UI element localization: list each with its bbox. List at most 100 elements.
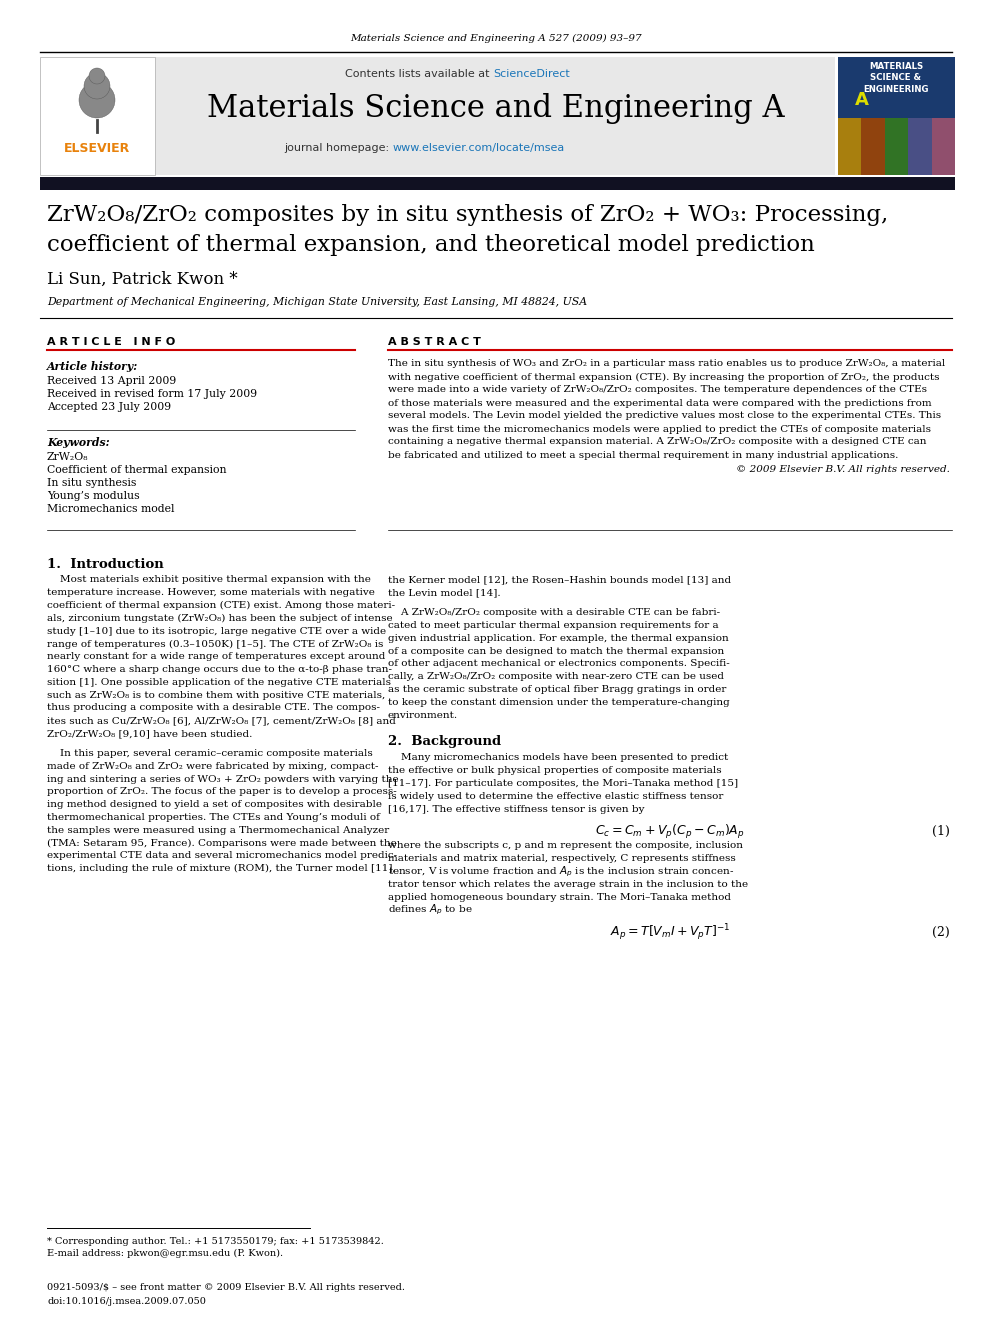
- FancyBboxPatch shape: [931, 118, 955, 175]
- Text: materials and matrix material, respectively, C represents stiffness: materials and matrix material, respectiv…: [388, 855, 736, 863]
- Text: ZrW₂O₈: ZrW₂O₈: [47, 452, 88, 462]
- Text: In situ synthesis: In situ synthesis: [47, 478, 136, 488]
- Text: Young’s modulus: Young’s modulus: [47, 491, 140, 501]
- Text: doi:10.1016/j.msea.2009.07.050: doi:10.1016/j.msea.2009.07.050: [47, 1298, 206, 1307]
- Text: A: A: [855, 91, 869, 108]
- Text: the samples were measured using a Thermomechanical Analyzer: the samples were measured using a Thermo…: [47, 826, 389, 835]
- FancyBboxPatch shape: [155, 57, 835, 175]
- Text: Coefficient of thermal expansion: Coefficient of thermal expansion: [47, 464, 226, 475]
- Text: ing and sintering a series of WO₃ + ZrO₂ powders with varying the: ing and sintering a series of WO₃ + ZrO₂…: [47, 774, 399, 783]
- Circle shape: [79, 82, 115, 118]
- Text: Li Sun, Patrick Kwon *: Li Sun, Patrick Kwon *: [47, 270, 238, 287]
- Text: Materials Science and Engineering A 527 (2009) 93–97: Materials Science and Engineering A 527 …: [350, 33, 642, 42]
- Text: ScienceDirect: ScienceDirect: [493, 69, 569, 79]
- Text: trator tensor which relates the average strain in the inclusion to the: trator tensor which relates the average …: [388, 880, 748, 889]
- Text: E-mail address: pkwon@egr.msu.edu (P. Kwon).: E-mail address: pkwon@egr.msu.edu (P. Kw…: [47, 1249, 283, 1258]
- Text: where the subscripts c, p and m represent the composite, inclusion: where the subscripts c, p and m represen…: [388, 841, 743, 851]
- Text: temperature increase. However, some materials with negative: temperature increase. However, some mate…: [47, 589, 375, 597]
- Text: thus producing a composite with a desirable CTE. The compos-: thus producing a composite with a desira…: [47, 704, 380, 713]
- Text: proportion of ZrO₂. The focus of the paper is to develop a process-: proportion of ZrO₂. The focus of the pap…: [47, 787, 397, 796]
- Text: als, zirconium tungstate (ZrW₂O₈) has been the subject of intense: als, zirconium tungstate (ZrW₂O₈) has be…: [47, 614, 393, 623]
- Text: made of ZrW₂O₈ and ZrO₂ were fabricated by mixing, compact-: made of ZrW₂O₈ and ZrO₂ were fabricated …: [47, 762, 379, 771]
- Text: Contents lists available at: Contents lists available at: [345, 69, 493, 79]
- FancyBboxPatch shape: [40, 177, 955, 191]
- FancyBboxPatch shape: [885, 118, 909, 175]
- Text: Keywords:: Keywords:: [47, 438, 110, 448]
- Text: range of temperatures (0.3–1050K) [1–5]. The CTE of ZrW₂O₈ is: range of temperatures (0.3–1050K) [1–5].…: [47, 639, 383, 648]
- Text: of other adjacent mechanical or electronics components. Specifi-: of other adjacent mechanical or electron…: [388, 659, 730, 668]
- Text: (2): (2): [932, 926, 950, 939]
- Text: was the first time the micromechanics models were applied to predict the CTEs of: was the first time the micromechanics mo…: [388, 425, 931, 434]
- Text: Article history:: Article history:: [47, 361, 138, 373]
- Text: $C_c = C_m + V_p(C_p - C_m)A_p$: $C_c = C_m + V_p(C_p - C_m)A_p$: [595, 823, 745, 841]
- Text: is widely used to determine the effective elastic stiffness tensor: is widely used to determine the effectiv…: [388, 791, 723, 800]
- FancyBboxPatch shape: [861, 118, 885, 175]
- Text: experimental CTE data and several micromechanics model predic-: experimental CTE data and several microm…: [47, 851, 397, 860]
- Text: as the ceramic substrate of optical fiber Bragg gratings in order: as the ceramic substrate of optical fibe…: [388, 685, 726, 693]
- Text: with negative coefficient of thermal expansion (CTE). By increasing the proporti: with negative coefficient of thermal exp…: [388, 373, 939, 381]
- Text: A R T I C L E   I N F O: A R T I C L E I N F O: [47, 337, 176, 347]
- Text: defines $A_p$ to be: defines $A_p$ to be: [388, 902, 472, 917]
- Text: be fabricated and utilized to meet a special thermal requirement in many industr: be fabricated and utilized to meet a spe…: [388, 451, 899, 459]
- Text: journal homepage:: journal homepage:: [285, 143, 393, 153]
- Text: containing a negative thermal expansion material. A ZrW₂O₈/ZrO₂ composite with a: containing a negative thermal expansion …: [388, 438, 927, 446]
- Text: tions, including the rule of mixture (ROM), the Turner model [11],: tions, including the rule of mixture (RO…: [47, 864, 396, 873]
- Text: of those materials were measured and the experimental data were compared with th: of those materials were measured and the…: [388, 398, 931, 407]
- Text: cally, a ZrW₂O₈/ZrO₂ composite with near-zero CTE can be used: cally, a ZrW₂O₈/ZrO₂ composite with near…: [388, 672, 724, 681]
- FancyBboxPatch shape: [838, 118, 861, 175]
- Text: (1): (1): [932, 826, 950, 839]
- Text: environment.: environment.: [388, 710, 458, 720]
- Text: ites such as Cu/ZrW₂O₈ [6], Al/ZrW₂O₈ [7], cement/ZrW₂O₈ [8] and: ites such as Cu/ZrW₂O₈ [6], Al/ZrW₂O₈ [7…: [47, 716, 396, 725]
- Text: 160°C where a sharp change occurs due to the α-to-β phase tran-: 160°C where a sharp change occurs due to…: [47, 665, 392, 675]
- Text: Micromechanics model: Micromechanics model: [47, 504, 175, 515]
- Text: Received in revised form 17 July 2009: Received in revised form 17 July 2009: [47, 389, 257, 400]
- Text: In this paper, several ceramic–ceramic composite materials: In this paper, several ceramic–ceramic c…: [47, 749, 373, 758]
- Text: study [1–10] due to its isotropic, large negative CTE over a wide: study [1–10] due to its isotropic, large…: [47, 627, 386, 635]
- FancyBboxPatch shape: [40, 57, 155, 175]
- Text: applied homogeneous boundary strain. The Mori–Tanaka method: applied homogeneous boundary strain. The…: [388, 893, 731, 901]
- Text: ing method designed to yield a set of composites with desirable: ing method designed to yield a set of co…: [47, 800, 382, 810]
- Circle shape: [84, 73, 110, 99]
- Text: ZrW₂O₈/ZrO₂ composites by in situ synthesis of ZrO₂ + WO₃: Processing,: ZrW₂O₈/ZrO₂ composites by in situ synthe…: [47, 204, 888, 226]
- Text: nearly constant for a wide range of temperatures except around: nearly constant for a wide range of temp…: [47, 652, 385, 662]
- Text: given industrial application. For example, the thermal expansion: given industrial application. For exampl…: [388, 634, 729, 643]
- Text: of a composite can be designed to match the thermal expansion: of a composite can be designed to match …: [388, 647, 724, 655]
- Text: were made into a wide variety of ZrW₂O₈/ZrO₂ composites. The temperature depende: were made into a wide variety of ZrW₂O₈/…: [388, 385, 927, 394]
- Text: Received 13 April 2009: Received 13 April 2009: [47, 376, 177, 386]
- Text: Accepted 23 July 2009: Accepted 23 July 2009: [47, 402, 172, 411]
- Circle shape: [89, 67, 105, 83]
- Text: the effective or bulk physical properties of composite materials: the effective or bulk physical propertie…: [388, 766, 721, 775]
- Text: coefficient of thermal expansion (CTE) exist. Among those materi-: coefficient of thermal expansion (CTE) e…: [47, 601, 395, 610]
- FancyBboxPatch shape: [838, 118, 955, 175]
- Text: Most materials exhibit positive thermal expansion with the: Most materials exhibit positive thermal …: [47, 576, 371, 585]
- Text: coefficient of thermal expansion, and theoretical model prediction: coefficient of thermal expansion, and th…: [47, 234, 814, 255]
- Text: sition [1]. One possible application of the negative CTE materials: sition [1]. One possible application of …: [47, 677, 391, 687]
- Text: $A_p = T[V_mI + V_pT]^{-1}$: $A_p = T[V_mI + V_pT]^{-1}$: [610, 922, 730, 943]
- Text: such as ZrW₂O₈ is to combine them with positive CTE materials,: such as ZrW₂O₈ is to combine them with p…: [47, 691, 385, 700]
- Text: [11–17]. For particulate composites, the Mori–Tanaka method [15]: [11–17]. For particulate composites, the…: [388, 779, 738, 789]
- Text: [16,17]. The effective stiffness tensor is given by: [16,17]. The effective stiffness tensor …: [388, 804, 645, 814]
- Text: © 2009 Elsevier B.V. All rights reserved.: © 2009 Elsevier B.V. All rights reserved…: [736, 466, 950, 475]
- Text: A B S T R A C T: A B S T R A C T: [388, 337, 481, 347]
- Text: MATERIALS
SCIENCE &
ENGINEERING: MATERIALS SCIENCE & ENGINEERING: [863, 62, 929, 94]
- Text: to keep the constant dimension under the temperature-changing: to keep the constant dimension under the…: [388, 697, 730, 706]
- Text: the Levin model [14].: the Levin model [14].: [388, 589, 501, 597]
- Text: Many micromechanics models have been presented to predict: Many micromechanics models have been pre…: [388, 753, 728, 762]
- Text: the Kerner model [12], the Rosen–Hashin bounds model [13] and: the Kerner model [12], the Rosen–Hashin …: [388, 576, 731, 585]
- Text: several models. The Levin model yielded the predictive values most close to the : several models. The Levin model yielded …: [388, 411, 941, 421]
- Text: 2.  Background: 2. Background: [388, 736, 501, 749]
- Text: The in situ synthesis of WO₃ and ZrO₂ in a particular mass ratio enables us to p: The in situ synthesis of WO₃ and ZrO₂ in…: [388, 360, 945, 369]
- FancyBboxPatch shape: [838, 57, 955, 175]
- Text: tensor, V is volume fraction and $A_p$ is the inclusion strain concen-: tensor, V is volume fraction and $A_p$ i…: [388, 864, 734, 878]
- Text: A ZrW₂O₈/ZrO₂ composite with a desirable CTE can be fabri-: A ZrW₂O₈/ZrO₂ composite with a desirable…: [388, 609, 720, 617]
- Text: * Corresponding author. Tel.: +1 5173550179; fax: +1 5173539842.: * Corresponding author. Tel.: +1 5173550…: [47, 1237, 384, 1245]
- Text: thermomechanical properties. The CTEs and Young’s moduli of: thermomechanical properties. The CTEs an…: [47, 812, 380, 822]
- Text: ELSEVIER: ELSEVIER: [63, 142, 130, 155]
- Text: ZrO₂/ZrW₂O₈ [9,10] have been studied.: ZrO₂/ZrW₂O₈ [9,10] have been studied.: [47, 729, 252, 738]
- Text: 0921-5093/$ – see front matter © 2009 Elsevier B.V. All rights reserved.: 0921-5093/$ – see front matter © 2009 El…: [47, 1283, 405, 1293]
- Text: Department of Mechanical Engineering, Michigan State University, East Lansing, M: Department of Mechanical Engineering, Mi…: [47, 296, 587, 307]
- Text: www.elsevier.com/locate/msea: www.elsevier.com/locate/msea: [393, 143, 565, 153]
- FancyBboxPatch shape: [909, 118, 931, 175]
- Text: (TMA: Setaram 95, France). Comparisons were made between the: (TMA: Setaram 95, France). Comparisons w…: [47, 839, 397, 848]
- Text: 1.  Introduction: 1. Introduction: [47, 557, 164, 570]
